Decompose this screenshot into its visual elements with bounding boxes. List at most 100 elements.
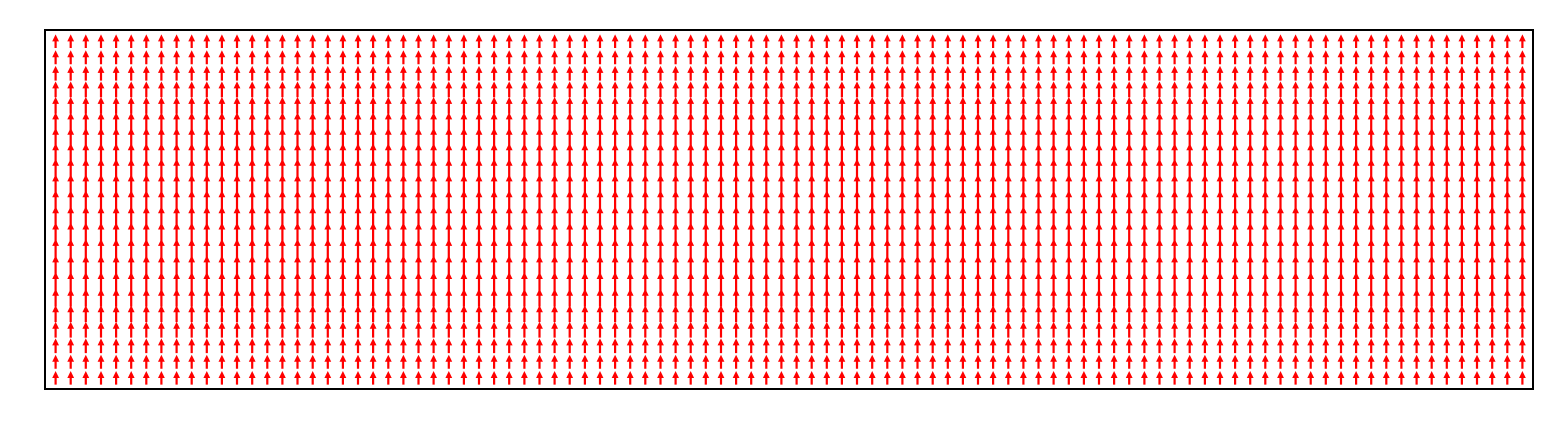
arrow: [778, 65, 785, 81]
arrow: [838, 50, 846, 65]
arrow: [853, 206, 861, 229]
arrow: [173, 50, 180, 65]
arrow: [384, 272, 392, 292]
arrow: [430, 81, 437, 98]
arrow: [899, 143, 906, 164]
arrow: [883, 50, 891, 65]
arrow: [672, 288, 679, 307]
arrow: [808, 222, 816, 245]
arrow: [611, 112, 619, 131]
arrow: [97, 305, 105, 323]
arrow: [914, 288, 921, 307]
arrow: [536, 206, 543, 229]
arrow: [1004, 81, 1012, 98]
arrow: [1171, 238, 1178, 261]
arrow: [1186, 321, 1194, 338]
arrow: [369, 34, 377, 48]
arrow: [808, 238, 816, 261]
arrow: [883, 354, 891, 369]
arrow: [551, 112, 558, 131]
arrow: [279, 354, 286, 369]
arrow: [581, 127, 589, 147]
arrow: [883, 112, 891, 131]
arrow: [1186, 354, 1194, 369]
arrow: [112, 321, 120, 338]
arrow: [400, 143, 407, 164]
arrow: [838, 238, 846, 261]
arrow: [536, 112, 543, 131]
arrow: [1503, 190, 1511, 213]
arrow: [747, 112, 755, 131]
arrow: [808, 371, 816, 385]
arrow: [944, 81, 952, 98]
arrow: [1035, 34, 1042, 48]
arrow: [309, 238, 317, 261]
arrow: [1186, 65, 1194, 81]
arrow: [384, 206, 392, 229]
arrow: [974, 65, 982, 81]
arrow: [158, 321, 165, 338]
arrow: [279, 34, 286, 48]
arrow: [1171, 321, 1178, 338]
arrow: [1277, 272, 1284, 292]
arrow: [778, 338, 785, 354]
arrow: [1277, 338, 1284, 354]
arrow: [1035, 143, 1042, 164]
arrow: [52, 81, 59, 98]
arrow: [1065, 34, 1073, 48]
arrow: [1307, 371, 1315, 385]
arrow: [1352, 112, 1360, 131]
arrow: [1246, 206, 1254, 229]
arrow: [1398, 65, 1405, 81]
arrow: [324, 127, 332, 147]
arrow: [793, 338, 800, 354]
arrow: [551, 143, 558, 164]
arrow: [1292, 158, 1299, 181]
arrow: [1503, 238, 1511, 261]
arrow: [279, 206, 286, 229]
arrow: [248, 354, 256, 369]
arrow: [97, 206, 105, 229]
arrow: [309, 112, 317, 131]
arrow: [521, 158, 528, 181]
arrow: [778, 127, 785, 147]
arrow: [52, 190, 59, 213]
arrow: [1261, 65, 1269, 81]
arrow: [52, 96, 59, 114]
arrow: [672, 127, 679, 147]
arrow: [1020, 174, 1027, 197]
arrow: [188, 338, 196, 354]
arrow: [974, 190, 982, 213]
arrow: [823, 288, 831, 307]
arrow: [868, 222, 876, 245]
arrow: [1382, 34, 1390, 48]
arrow: [430, 50, 437, 65]
arrow: [248, 65, 256, 81]
arrow: [959, 206, 967, 229]
arrow: [1261, 238, 1269, 261]
arrow: [1322, 190, 1330, 213]
arrow: [1292, 81, 1299, 98]
arrow: [1050, 158, 1057, 181]
arrow: [1216, 190, 1224, 213]
arrow: [959, 96, 967, 114]
arrow: [1171, 81, 1178, 98]
arrow: [1065, 50, 1073, 65]
arrow: [1095, 272, 1103, 292]
arrow: [490, 255, 498, 276]
arrow: [611, 174, 619, 197]
arrow: [702, 354, 710, 369]
arrow: [1065, 255, 1073, 276]
arrow: [657, 190, 664, 213]
arrow: [309, 305, 317, 323]
arrow: [687, 206, 695, 229]
arrow: [1171, 96, 1178, 114]
arrow: [97, 190, 105, 213]
arrow: [581, 96, 589, 114]
arrow: [1367, 222, 1375, 245]
arrow: [1277, 321, 1284, 338]
arrow: [369, 127, 377, 147]
arrow: [762, 174, 770, 197]
arrow: [1125, 238, 1133, 261]
arrow: [641, 127, 649, 147]
